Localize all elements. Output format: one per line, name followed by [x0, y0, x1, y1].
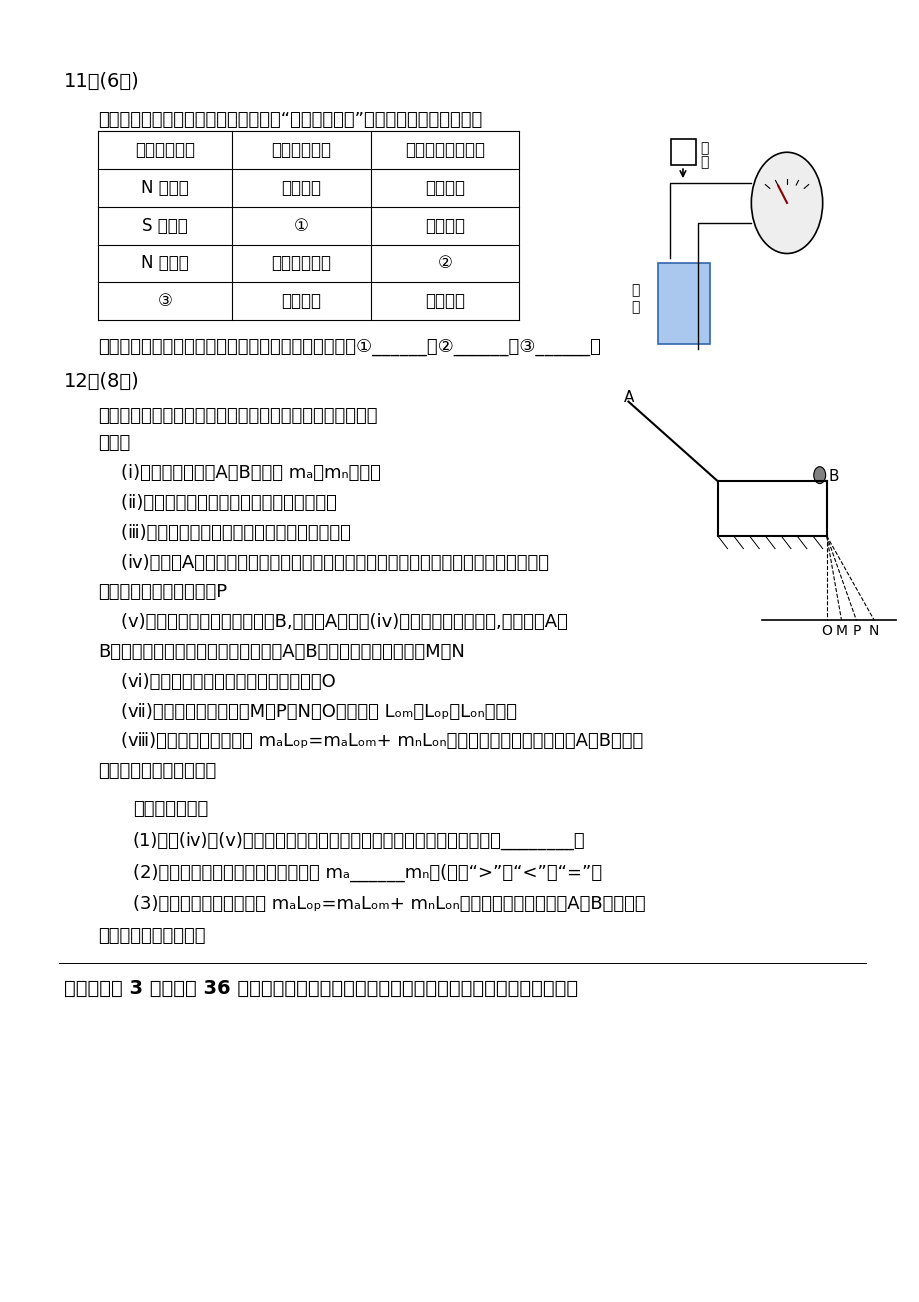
Text: 向左偏转: 向左偏转: [425, 216, 465, 234]
Text: 磁铁放置情况: 磁铁放置情况: [135, 141, 195, 159]
Text: 三、本题共 3 小题，共 36 分。解答时请写出必要的文字说明、方程式和重要的演算步骤，只: 三、本题共 3 小题，共 36 分。解答时请写出必要的文字说明、方程式和重要的演…: [63, 979, 577, 997]
Text: (ⅳ)让小球A从斜槽上的某一位置由静止释放，记录小球在水平面上的落点。重复多次，: (ⅳ)让小球A从斜槽上的某一位置由静止释放，记录小球在水平面上的落点。重复多次，: [98, 553, 549, 572]
Text: 碰撞过程动量是否守恒。: 碰撞过程动量是否守恒。: [98, 762, 216, 780]
Text: 12．(8分): 12．(8分): [63, 372, 139, 391]
Text: 向左偏转: 向左偏转: [425, 178, 465, 197]
Text: 向右偏转: 向右偏转: [425, 292, 465, 310]
Text: 线: 线: [630, 284, 639, 297]
Text: ②: ②: [437, 254, 452, 272]
Text: N 极朝下: N 极朝下: [142, 254, 189, 272]
Text: (ⅵ)用重锤线确定斜槽水平末端的投影点O: (ⅵ)用重锤线确定斜槽水平末端的投影点O: [98, 673, 335, 691]
Text: 找出小球落点的中心位置P: 找出小球落点的中心位置P: [98, 583, 227, 602]
Text: N 极朝下: N 极朝下: [142, 178, 189, 197]
Text: N: N: [868, 624, 879, 638]
Text: 磁铁运动情况: 磁铁运动情况: [271, 141, 331, 159]
Text: (ⅰ)用天平测量小球A、B的质量 mₐ、mₙ并记录: (ⅰ)用天平测量小球A、B的质量 mₐ、mₙ并记录: [98, 465, 380, 482]
Text: 圈: 圈: [630, 301, 639, 314]
Circle shape: [813, 466, 824, 483]
Text: (ⅶ)用毫米刻度尺测量出M、P、N距O点的距离 Lₒₘ、Lₒₚ、Lₒₙ并记录: (ⅶ)用毫米刻度尺测量出M、P、N距O点的距离 Lₒₘ、Lₒₚ、Lₒₙ并记录: [98, 703, 516, 721]
Text: A: A: [623, 389, 633, 405]
Text: 插入线圈: 插入线圈: [281, 178, 321, 197]
Text: (2)本实验中两小球的质量大小关系为 mₐ______mₙ。(选填“>”、“<”或“=”）: (2)本实验中两小球的质量大小关系为 mₐ______mₙ。(选填“>”、“<”…: [133, 863, 601, 881]
Text: 如下：: 如下：: [98, 435, 130, 452]
Text: 从线圈中抽出: 从线圈中抽出: [271, 254, 331, 272]
Text: P: P: [851, 624, 859, 638]
Text: 磁: 磁: [699, 142, 708, 155]
Bar: [670, 139, 695, 165]
Text: S 极朝下: S 极朝下: [142, 216, 187, 234]
Text: B在水平面上的落点。重复多次，找出A、B两小球落点的中心位置M、N: B在水平面上的落点。重复多次，找出A、B两小球落点的中心位置M、N: [98, 643, 465, 661]
Text: 电表指针偏转情况: 电表指针偏转情况: [404, 141, 484, 159]
Text: 用如图所示的实验装置验证动量守恒定律。实验的主要步骤: 用如图所示的实验装置验证动量守恒定律。实验的主要步骤: [98, 406, 378, 424]
Text: 该同学实验记录中有三处忘记记录了，请你补充完整：①______；②______；③______。: 该同学实验记录中有三处忘记记录了，请你补充完整：①______；②______；…: [98, 339, 600, 355]
Text: O: O: [821, 624, 831, 638]
Text: (ⅱ)将斜槽固定在水平台上，并调整末端水平: (ⅱ)将斜槽固定在水平台上，并调整末端水平: [98, 493, 337, 512]
Text: (ⅲ)在水平地面上依次放上白纸、复写纸并固定: (ⅲ)在水平地面上依次放上白纸、复写纸并固定: [98, 523, 351, 542]
Text: ③: ③: [157, 292, 173, 310]
Text: M: M: [834, 624, 846, 638]
Bar: [657, 263, 709, 344]
Text: 11．(6分): 11．(6分): [63, 72, 139, 91]
Text: 插入线圈: 插入线圈: [281, 292, 321, 310]
Text: (ⅴ)在斜槽水平末端处放上小球B,让小球A从步骤(iv)同一位置由静止释放,记录小球A、: (ⅴ)在斜槽水平末端处放上小球B,让小球A从步骤(iv)同一位置由静止释放,记录…: [98, 613, 568, 631]
Text: 某实验小组用如图所示的实验装置完成“探究楞次定律”的实验，实验记录如下表: 某实验小组用如图所示的实验装置完成“探究楞次定律”的实验，实验记录如下表: [98, 112, 482, 129]
Text: B: B: [828, 469, 838, 484]
Text: 撞过程动量是否守恒？: 撞过程动量是否守恒？: [98, 927, 206, 945]
Text: ①: ①: [294, 216, 309, 234]
Text: 请回答下列问题: 请回答下列问题: [133, 799, 208, 818]
Circle shape: [751, 152, 822, 254]
Text: 铁: 铁: [699, 155, 708, 169]
Text: (ⅷ)将实验数据代入等式 mₐLₒₚ=mₐLₒₘ+ mₙLₒₙ，验证是否成立，从而验证A、B两小球: (ⅷ)将实验数据代入等式 mₐLₒₚ=mₐLₒₘ+ mₙLₒₙ，验证是否成立，从…: [98, 733, 643, 750]
Text: (3)试论证说明：验证等式 mₐLₒₚ=mₐLₒₘ+ mₙLₒₙ是否成立，就可以验证A、B两小球碰: (3)试论证说明：验证等式 mₐLₒₚ=mₐLₒₘ+ mₙLₒₙ是否成立，就可以…: [133, 896, 645, 914]
Text: (1)步骤(ⅳ)、(ⅴ)中进行多次重复并找出小球落点的中心位置是为了减小________。: (1)步骤(ⅳ)、(ⅴ)中进行多次重复并找出小球落点的中心位置是为了减小____…: [133, 832, 585, 850]
